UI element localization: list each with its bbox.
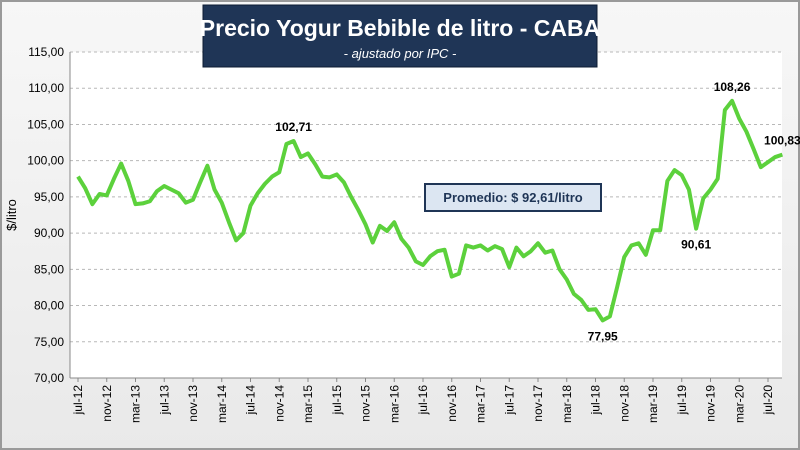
x-tick-label: jul-20 [761, 385, 775, 416]
data-label: 108,26 [714, 80, 751, 94]
y-tick-label: 105,00 [27, 117, 64, 131]
x-tick-label: nov-18 [617, 385, 631, 422]
x-tick-label: nov-19 [704, 385, 718, 422]
x-tick-label: mar-14 [215, 385, 229, 423]
x-tick-label: mar-19 [646, 385, 660, 423]
title-box [202, 4, 598, 68]
chart-subtitle: - ajustado por IPC - [344, 46, 457, 61]
x-tick-label: nov-15 [359, 385, 373, 422]
x-tick-label: mar-18 [560, 385, 574, 423]
data-label: 77,95 [588, 329, 618, 343]
y-axis-label: $/litro [4, 199, 19, 231]
x-tick-label: mar-13 [129, 385, 143, 423]
x-tick-label: jul-15 [330, 385, 344, 416]
x-tick-label: nov-14 [272, 385, 286, 422]
chart-title: Precio Yogur Bebible de litro - CABA [200, 15, 600, 41]
y-tick-label: 110,00 [28, 81, 64, 95]
data-label: 90,61 [681, 238, 711, 252]
data-label: 100,83 [764, 134, 800, 148]
data-label: 102,71 [275, 120, 312, 134]
x-tick-label: mar-20 [732, 385, 746, 423]
y-tick-label: 80,00 [34, 299, 64, 313]
x-tick-label: nov-12 [100, 385, 114, 422]
x-tick-label: jul-13 [157, 385, 171, 416]
x-tick-label: nov-17 [531, 385, 545, 422]
y-tick-label: 75,00 [34, 335, 64, 349]
y-tick-label: 100,00 [27, 154, 64, 168]
x-tick-label: jul-19 [675, 385, 689, 416]
y-tick-label: 115,00 [28, 45, 64, 59]
x-tick-label: mar-15 [301, 385, 315, 423]
x-tick-label: nov-13 [186, 385, 200, 422]
annotation: Promedio: $ 92,61/litro [443, 190, 582, 205]
x-tick-label: mar-16 [387, 385, 401, 423]
x-tick-label: jul-12 [71, 385, 85, 416]
y-tick-label: 85,00 [34, 262, 64, 276]
line-series [76, 98, 784, 323]
y-tick-label: 90,00 [34, 226, 64, 240]
plot-area [70, 52, 782, 378]
x-tick-label: jul-18 [589, 385, 603, 416]
x-tick-label: jul-17 [502, 385, 516, 416]
x-tick-label: jul-16 [416, 385, 430, 416]
x-tick-label: nov-16 [445, 385, 459, 422]
annotation-box [424, 183, 602, 212]
x-tick-label: jul-14 [244, 385, 258, 416]
y-tick-label: 70,00 [34, 371, 64, 385]
y-tick-label: 95,00 [34, 190, 64, 204]
x-tick-label: mar-17 [474, 385, 488, 423]
